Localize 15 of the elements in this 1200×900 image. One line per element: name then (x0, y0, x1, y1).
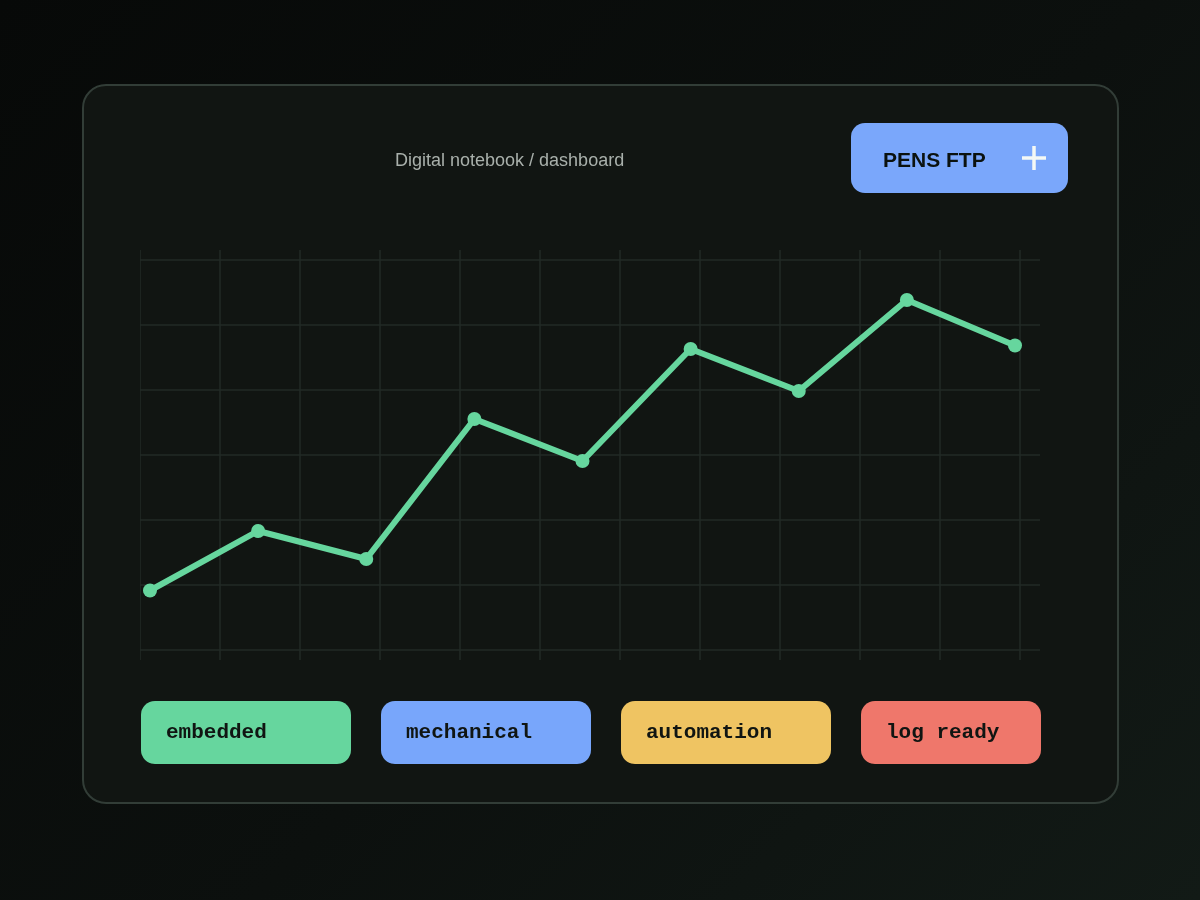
add-button: PENS FTP (851, 123, 1068, 193)
tag-chip: log ready (861, 701, 1041, 764)
point (899, 293, 914, 307)
chart-subtitle: Digital notebook / dashboard (395, 150, 625, 170)
point (467, 412, 482, 426)
point (251, 524, 266, 538)
point (1008, 338, 1022, 353)
tag-chip: embedded (141, 701, 351, 764)
tag-chip: mechanical (381, 701, 591, 764)
point (683, 342, 698, 356)
tag-chip: automation (621, 701, 831, 764)
point (359, 552, 374, 566)
point (143, 583, 157, 598)
point (791, 384, 806, 398)
point (575, 454, 590, 468)
